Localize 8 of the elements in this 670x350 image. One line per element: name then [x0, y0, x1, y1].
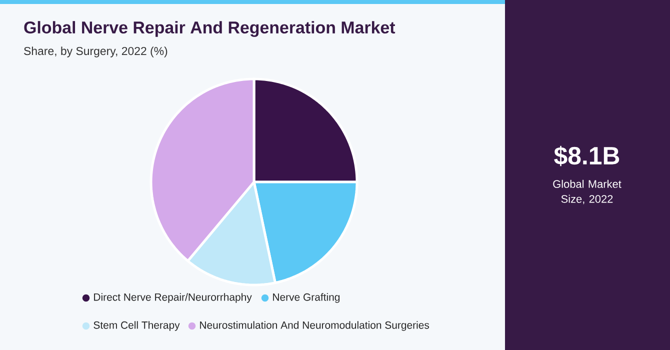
legend-label: Nerve Grafting	[273, 293, 340, 303]
legend-label: Direct Nerve Repair/Neurorrhaphy	[94, 293, 252, 303]
text: Global Market Size, 2022	[553, 180, 622, 204]
text: $8.1B	[554, 146, 620, 166]
chart-subtitle: Share, by Surgery, 2022 (%)	[24, 46, 168, 58]
legend-label: Stem Cell Therapy	[94, 321, 180, 331]
chart-title: Global Nerve Repair And Regeneration Market	[24, 21, 396, 37]
legend-label: Neurostimulation And Neuromodulation Surgeries	[200, 321, 430, 331]
